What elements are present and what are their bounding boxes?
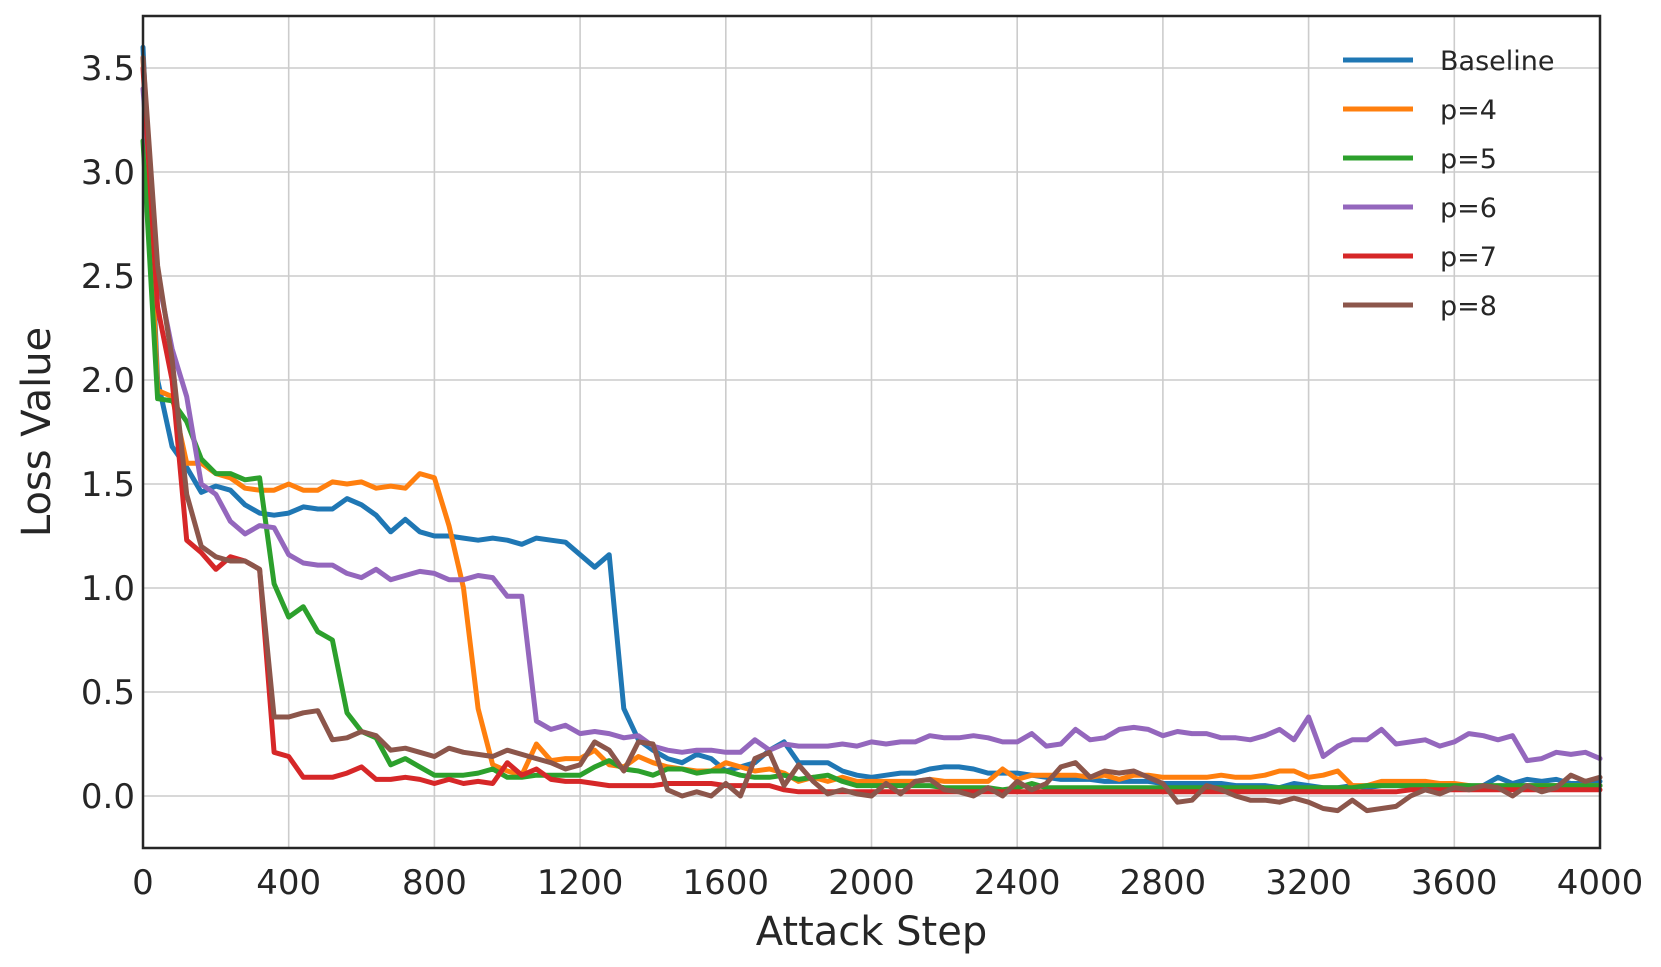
series-line-p-8 — [140, 55, 1603, 814]
x-tick-labels: 0 400 800 1200 1600 2000 2400 2800 3200 3600 4000 — [132, 863, 1643, 903]
legend-label-p-5: p=5 — [1440, 144, 1497, 175]
y-tick-label: 0.0 — [81, 777, 135, 817]
x-tick-label: 0 — [132, 863, 154, 903]
plot-frame — [141, 14, 1602, 850]
series-line-p-5 — [140, 138, 1603, 793]
legend-label-p-8: p=8 — [1440, 291, 1497, 322]
y-tick-label: 2.0 — [81, 361, 135, 401]
series-lines — [140, 44, 1603, 814]
series-line-p-6 — [140, 86, 1603, 764]
y-tick-label: 0.5 — [81, 673, 135, 713]
x-axis-label: Attack Step — [756, 909, 987, 955]
x-tick-label: 3200 — [1265, 863, 1352, 903]
x-tick-label: 4000 — [1557, 863, 1644, 903]
legend-label-p-7: p=7 — [1440, 242, 1497, 273]
x-tick-label: 800 — [402, 863, 467, 903]
grid — [142, 16, 1601, 848]
y-tick-label: 1.5 — [81, 465, 135, 505]
y-tick-label: 3.0 — [81, 153, 135, 193]
legend-label-baseline: Baseline — [1440, 46, 1554, 77]
x-tick-label: 2800 — [1120, 863, 1207, 903]
x-tick-label: 2000 — [828, 863, 915, 903]
legend: Baseline p=4 p=5 p=6 p=7 p=8 — [1343, 46, 1554, 322]
x-tick-label: 3600 — [1411, 863, 1498, 903]
x-tick-label: 400 — [256, 863, 321, 903]
x-tick-label: 1600 — [683, 863, 770, 903]
y-axis-label: Loss Value — [14, 327, 60, 537]
y-tick-labels: 0.0 0.5 1.0 1.5 2.0 2.5 3.0 3.5 — [81, 49, 135, 817]
y-tick-label: 3.5 — [81, 49, 135, 89]
legend-label-p-4: p=4 — [1440, 95, 1497, 126]
x-tick-label: 2400 — [974, 863, 1061, 903]
legend-label-p-6: p=6 — [1440, 193, 1497, 224]
series-line-p-7 — [140, 65, 1603, 795]
y-tick-label: 2.5 — [81, 257, 135, 297]
x-tick-label: 1200 — [537, 863, 624, 903]
y-tick-label: 1.0 — [81, 569, 135, 609]
